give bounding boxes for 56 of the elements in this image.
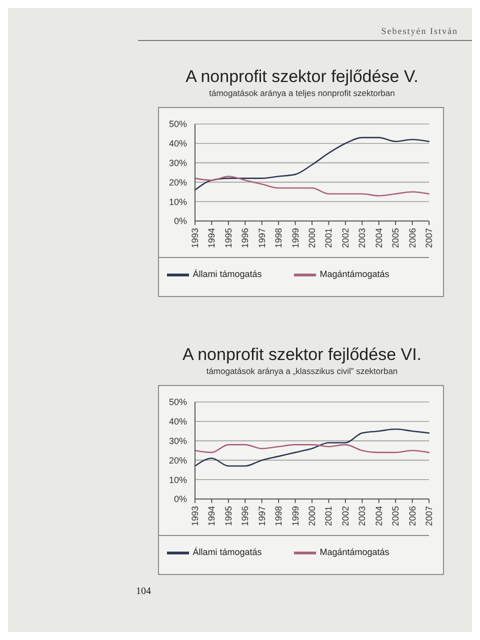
line-series xyxy=(194,136,430,191)
x-tick-label: 2005 xyxy=(390,506,401,526)
x-tick-label: 2007 xyxy=(424,506,434,526)
line-series xyxy=(194,444,430,454)
x-tick-label: 1993 xyxy=(190,506,200,526)
y-tick-label: 20% xyxy=(168,455,187,466)
x-tick-label: 1996 xyxy=(240,506,250,526)
x-tick-label: 2004 xyxy=(374,506,384,526)
x-tick-label: 1996 xyxy=(240,228,250,248)
y-tick-label: 10% xyxy=(168,474,187,485)
chart-subtitle: támogatások aránya a teljes nonprofit szektorban xyxy=(208,87,396,99)
y-tick-label: 50% xyxy=(168,119,187,130)
line-series xyxy=(194,428,430,467)
x-tick-label: 2004 xyxy=(374,228,384,248)
x-tick-label: 2007 xyxy=(424,228,434,248)
y-tick-label: 20% xyxy=(168,177,187,188)
x-tick-label: 1994 xyxy=(206,228,217,248)
text: 104 xyxy=(136,586,151,597)
x-tick-label: 2006 xyxy=(407,228,418,248)
y-tick-label: 50% xyxy=(168,397,187,408)
x-tick-label: 1999 xyxy=(290,506,300,526)
x-tick-label: 2000 xyxy=(307,506,317,526)
x-tick-label: 1993 xyxy=(190,228,200,248)
x-tick-label: 2001 xyxy=(324,506,334,526)
x-tick-label: 1998 xyxy=(274,506,284,526)
legend-label: Magántámogatás xyxy=(320,547,390,558)
x-tick-label: 2000 xyxy=(307,228,317,248)
x-tick-label: 1997 xyxy=(256,228,267,248)
y-tick-label: 0% xyxy=(174,494,187,504)
x-tick-label: 2002 xyxy=(340,506,350,526)
chart-title: A nonprofit szektor fejlődése V. xyxy=(184,66,420,87)
x-tick-label: 1999 xyxy=(290,228,300,248)
legend-label: Állami támogatás xyxy=(192,547,262,558)
y-tick-label: 10% xyxy=(168,196,187,207)
y-tick-label: 30% xyxy=(168,436,187,446)
x-tick-label: 2003 xyxy=(357,228,368,248)
x-tick-label: 1994 xyxy=(206,506,217,526)
y-tick-label: 30% xyxy=(168,158,187,168)
text: Sebestyén István xyxy=(381,26,458,36)
y-tick-label: 40% xyxy=(168,416,187,427)
x-tick-label: 1997 xyxy=(256,506,267,526)
legend-label: Magántámogatás xyxy=(320,269,390,280)
chart-title: A nonprofit szektor fejlődése VI. xyxy=(181,344,423,365)
x-tick-label: 1995 xyxy=(223,228,234,248)
x-tick-label: 2006 xyxy=(407,506,418,526)
x-tick-label: 2001 xyxy=(324,228,334,248)
line-series xyxy=(194,176,430,196)
legend-label: Állami támogatás xyxy=(192,269,262,280)
y-tick-label: 0% xyxy=(174,216,187,226)
x-tick-label: 1998 xyxy=(274,228,284,248)
x-tick-label: 2003 xyxy=(357,506,368,526)
x-tick-label: 1995 xyxy=(223,506,234,526)
x-tick-label: 2002 xyxy=(340,228,350,248)
x-tick-label: 2005 xyxy=(390,228,401,248)
y-tick-label: 40% xyxy=(168,138,187,149)
chart-subtitle: támogatások aránya a „klasszikus civil” szektorban xyxy=(205,365,399,377)
